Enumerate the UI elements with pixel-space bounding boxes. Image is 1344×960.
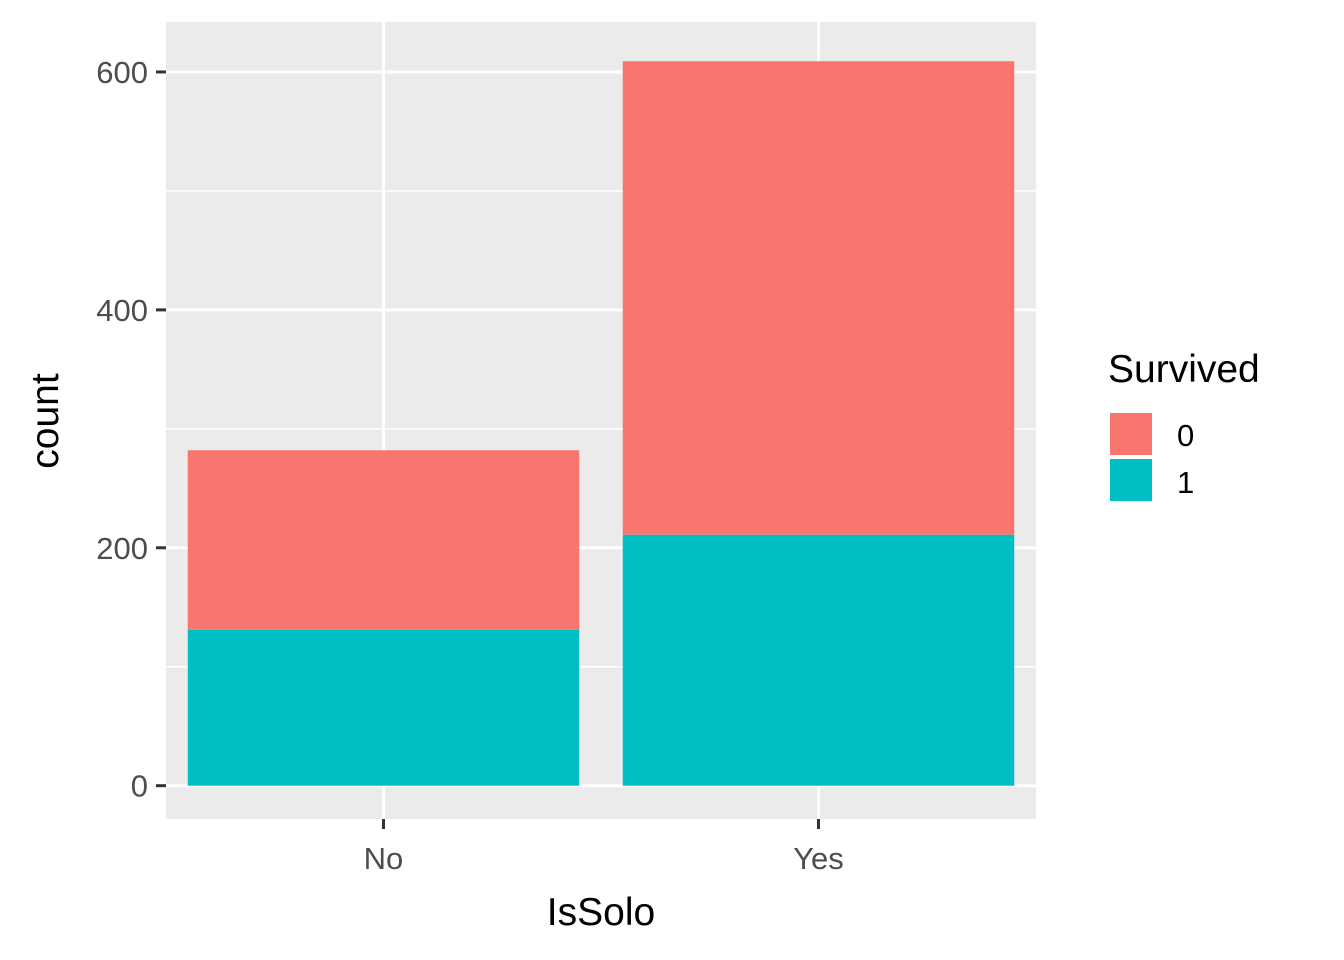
bar-yes-survived-1 (622, 534, 1015, 786)
legend-key-0 (1110, 413, 1152, 455)
legend-label-0: 0 (1177, 418, 1194, 453)
y-tick-label: 400 (96, 293, 148, 328)
y-tick-label: 200 (96, 531, 148, 566)
axis-layer: 0 200 400 600 No Yes (96, 55, 844, 876)
y-tick-label: 600 (96, 55, 148, 90)
y-tick-label: 0 (131, 769, 148, 804)
bar-no-survived-0 (187, 450, 580, 630)
legend: Survived 0 1 (1108, 348, 1260, 501)
x-tick-label: Yes (793, 841, 844, 876)
legend-title: Survived (1108, 348, 1260, 391)
bars-layer (187, 61, 1015, 786)
bar-no-survived-1 (187, 629, 580, 786)
x-axis-title: IsSolo (547, 891, 655, 934)
legend-key-1 (1110, 459, 1152, 501)
bar-yes-survived-0 (622, 61, 1015, 535)
legend-label-1: 1 (1177, 465, 1194, 500)
y-axis-title: count (24, 373, 67, 469)
x-tick-label: No (364, 841, 404, 876)
